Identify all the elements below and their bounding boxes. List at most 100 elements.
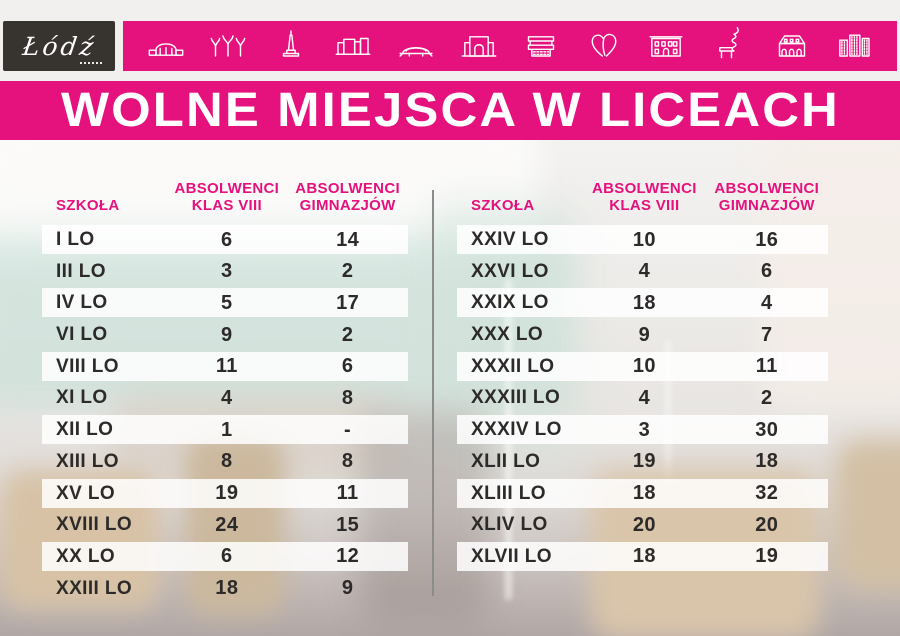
- school-cell: XLIII LO: [471, 482, 546, 504]
- table-row: XX LO 6 12: [42, 541, 408, 571]
- office-towers-icon: [834, 26, 874, 66]
- school-cell: XXVI LO: [471, 260, 549, 282]
- gimnazjow-cell: 14: [336, 228, 360, 251]
- school-cell: XI LO: [56, 387, 108, 409]
- table-row: XVIII LO 24 15: [42, 510, 408, 539]
- photo-blur-shape: [360, 410, 490, 620]
- school-cell: XVIII LO: [56, 514, 133, 536]
- gimnazjow-cell: 7: [760, 323, 773, 346]
- klas-viii-cell: 18: [215, 577, 239, 600]
- table-row: III LO 3 2: [42, 257, 408, 286]
- column-header-gimnazjow: ABSOLWENCI GIMNAZJÓW: [295, 179, 400, 215]
- table-row: XIII LO 8 8: [42, 447, 408, 476]
- table-row: XV LO 19 11: [42, 478, 408, 508]
- left-table-header: SZKOŁA ABSOLWENCI KLAS VIII ABSOLWENCI G…: [42, 168, 408, 225]
- lodz-logo-dots: [80, 62, 102, 64]
- branching-columns-icon: [208, 26, 248, 66]
- gimnazjow-cell: 2: [341, 260, 354, 283]
- table-row: XXXII LO 10 11: [457, 351, 828, 381]
- photo-blur-shape: [185, 435, 285, 615]
- table-row: XXVI LO 4 6: [457, 257, 828, 286]
- klas-viii-cell: 9: [221, 323, 233, 346]
- school-cell: XXIV LO: [471, 229, 549, 250]
- school-cell: XXXIII LO: [471, 387, 561, 409]
- klas-viii-cell: 18: [632, 545, 656, 568]
- klas-viii-cell: 3: [221, 260, 233, 283]
- gimnazjow-cell: 17: [336, 291, 360, 314]
- klas-viii-cell: 8: [221, 450, 233, 473]
- school-cell: VIII LO: [56, 355, 119, 377]
- klas-viii-cell: 6: [221, 228, 233, 251]
- school-cell: I LO: [56, 229, 95, 250]
- gimnazjow-cell: 11: [336, 482, 359, 504]
- left-table-body: I LO 6 14 III LO 3 2 IV LO 5 17 VI: [42, 225, 408, 603]
- klas-viii-cell: 3: [638, 418, 651, 441]
- column-header-klas-viii: ABSOLWENCI KLAS VIII: [174, 179, 280, 215]
- title-banner: WOLNE MIEJSCA W LICEACH: [0, 81, 900, 140]
- gimnazjow-cell: 18: [755, 450, 779, 473]
- school-cell: XLIV LO: [471, 514, 548, 536]
- table-row: I LO 6 14: [42, 225, 408, 254]
- arena-icon: [396, 26, 436, 66]
- school-cell: XXXIV LO: [471, 419, 562, 441]
- school-cell: XLII LO: [471, 450, 541, 472]
- klas-viii-cell: 4: [638, 260, 651, 283]
- table-row: XXX LO 9 7: [457, 320, 828, 349]
- gimnazjow-cell: 8: [341, 386, 354, 409]
- page-title: WOLNE MIEJSCA W LICEACH: [60, 83, 840, 137]
- photo-blur-shape: [0, 235, 570, 410]
- school-cell: XX LO: [56, 545, 116, 567]
- table-row: XXXIV LO 3 30: [457, 415, 828, 445]
- column-header-klas-viii: ABSOLWENCI KLAS VIII: [592, 179, 697, 215]
- table-row: VI LO 9 2: [42, 320, 408, 349]
- table-row: XXIX LO 18 4: [457, 288, 828, 318]
- gimnazjow-cell: -: [344, 418, 352, 441]
- table-row: XXXIII LO 4 2: [457, 383, 828, 412]
- gimnazjow-cell: 11: [755, 355, 778, 378]
- klas-viii-cell: 4: [221, 386, 233, 409]
- gimnazjow-cell: 6: [760, 260, 773, 283]
- gimnazjow-cell: 20: [755, 513, 779, 536]
- terraced-building-icon: [521, 26, 561, 66]
- table-divider: [432, 190, 434, 596]
- column-header-school: SZKOŁA: [471, 197, 535, 215]
- top-bar: Łódź: [0, 21, 900, 71]
- klas-viii-cell: 18: [632, 482, 656, 504]
- table-row: XLIV LO 20 20: [457, 510, 828, 539]
- klas-viii-cell: 10: [632, 355, 656, 378]
- klas-viii-cell: 4: [638, 386, 651, 409]
- gimnazjow-cell: 4: [760, 291, 773, 314]
- table-row: XLVII LO 18 19: [457, 541, 828, 571]
- school-cell: XXXII LO: [471, 355, 555, 377]
- gimnazjow-cell: 19: [755, 545, 779, 568]
- klas-viii-cell: 11: [215, 355, 238, 378]
- gimnazjow-cell: 32: [755, 482, 779, 504]
- school-cell: VI LO: [56, 324, 108, 346]
- palace-icon: [646, 26, 686, 66]
- school-cell: XII LO: [56, 419, 114, 441]
- arched-gate-icon: [459, 26, 499, 66]
- school-cell: XXX LO: [471, 324, 544, 346]
- table-row: VIII LO 11 6: [42, 351, 408, 381]
- spring-chair-icon: [709, 26, 749, 66]
- modern-blocks-icon: [333, 26, 373, 66]
- table-row: XI LO 4 8: [42, 383, 408, 412]
- gimnazjow-cell: 16: [755, 228, 779, 251]
- railway-station-icon: [146, 26, 186, 66]
- left-table: SZKOŁA ABSOLWENCI KLAS VIII ABSOLWENCI G…: [42, 168, 408, 603]
- lodz-logo-text: Łódź: [20, 31, 98, 61]
- school-cell: XIII LO: [56, 450, 119, 472]
- klas-viii-cell: 24: [215, 513, 239, 536]
- school-cell: XLVII LO: [471, 545, 552, 567]
- monument-icon: [271, 26, 311, 66]
- column-header-school: SZKOŁA: [56, 197, 120, 215]
- school-cell: XXIX LO: [471, 292, 549, 314]
- klas-viii-cell: 10: [632, 228, 656, 251]
- school-cell: IV LO: [56, 292, 108, 314]
- gimnazjow-cell: 2: [341, 323, 354, 346]
- school-cell: III LO: [56, 260, 106, 282]
- right-table-header: SZKOŁA ABSOLWENCI KLAS VIII ABSOLWENCI G…: [457, 168, 828, 225]
- klas-viii-cell: 20: [632, 513, 656, 536]
- table-row: XXIII LO 18 9: [42, 574, 408, 603]
- heart-leaf-icon: [584, 26, 624, 66]
